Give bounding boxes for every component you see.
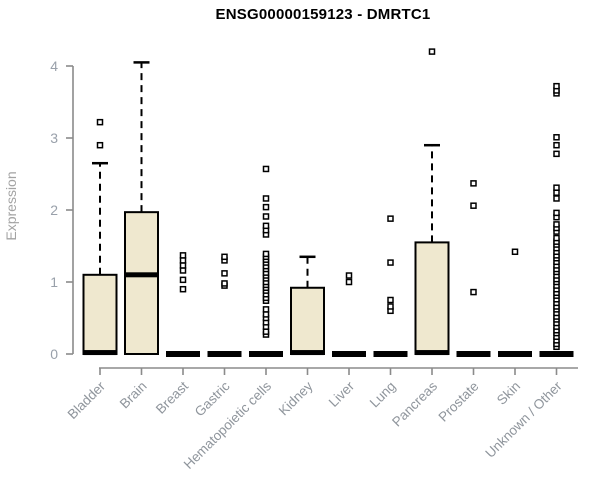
outlier-point	[262, 195, 270, 202]
outlier-point	[179, 285, 187, 293]
box-bladder	[82, 273, 118, 355]
outlier-point	[345, 272, 353, 279]
median-line	[415, 350, 449, 356]
box-kidney	[290, 286, 325, 356]
y-tick-label: 3	[50, 130, 58, 146]
x-tick-label: Lung	[367, 379, 399, 411]
outlier-point	[387, 303, 394, 310]
zero-bar	[498, 351, 532, 357]
outlier-point	[179, 276, 187, 284]
x-tick-label: Skin	[494, 379, 523, 408]
outlier-point	[221, 280, 228, 287]
outlier-point	[387, 215, 394, 222]
outlier-point	[262, 222, 270, 230]
x-tick-label: Kidney	[276, 378, 316, 418]
outlier-point	[262, 203, 270, 211]
y-tick-label: 1	[50, 274, 58, 290]
zero-bar	[166, 351, 200, 357]
outlier-point	[553, 134, 560, 141]
chart-title: ENSG00000159123 - DMRTC1	[215, 6, 431, 23]
outlier-point	[387, 296, 394, 304]
zero-bar	[207, 351, 242, 357]
x-tick-label: Bladder	[65, 378, 109, 422]
outlier-point	[179, 252, 187, 259]
box-pancreas	[414, 241, 450, 355]
x-tick-label: Unknown / Other	[482, 378, 565, 461]
outlier-point	[262, 306, 270, 313]
zero-bar	[456, 351, 491, 357]
x-tick-label: Liver	[326, 378, 358, 410]
outlier-point	[262, 165, 270, 173]
outlier-point	[553, 234, 560, 242]
outlier-point	[262, 328, 270, 335]
outlier-point	[470, 288, 477, 296]
x-tick-label: Prostate	[435, 379, 481, 425]
outlier-point	[511, 248, 519, 256]
y-axis-title: Expression	[3, 171, 19, 240]
outlier-point	[553, 189, 560, 196]
outlier-point	[96, 141, 104, 149]
zero-bar	[373, 351, 408, 357]
outlier-point	[262, 311, 270, 318]
y-tick-label: 2	[50, 202, 58, 218]
outlier-point	[96, 118, 104, 126]
outlier-point	[345, 278, 353, 286]
outlier-point	[428, 48, 436, 55]
x-tick-label: Gastric	[192, 378, 233, 419]
outlier-point	[179, 262, 187, 269]
outlier-point	[221, 270, 228, 277]
outlier-point	[553, 150, 560, 158]
zero-bar	[332, 351, 366, 357]
outlier-point	[262, 213, 270, 220]
outlier-point	[179, 257, 187, 264]
median-line	[125, 272, 158, 278]
x-tick-label: Brain	[117, 379, 150, 412]
outlier-point	[553, 195, 560, 202]
zero-bar	[539, 351, 574, 357]
y-tick-label: 4	[50, 58, 58, 74]
outlier-point	[221, 253, 228, 261]
outlier-point	[387, 259, 394, 266]
median-line	[83, 350, 117, 356]
outlier-point	[262, 250, 270, 258]
box-brain	[124, 211, 159, 355]
outlier-point	[553, 221, 560, 228]
outlier-point	[553, 141, 560, 149]
y-tick-label: 0	[50, 346, 58, 362]
outlier-point	[553, 209, 560, 217]
outlier-point	[470, 202, 477, 209]
outlier-point	[553, 82, 560, 90]
outlier-point	[470, 180, 477, 187]
x-tick-label: Breast	[153, 378, 191, 416]
outlier-point	[179, 267, 187, 274]
outlier-point	[553, 184, 560, 191]
median-line	[291, 350, 324, 356]
zero-bar	[249, 351, 283, 357]
x-tick-label: Pancreas	[389, 378, 440, 429]
